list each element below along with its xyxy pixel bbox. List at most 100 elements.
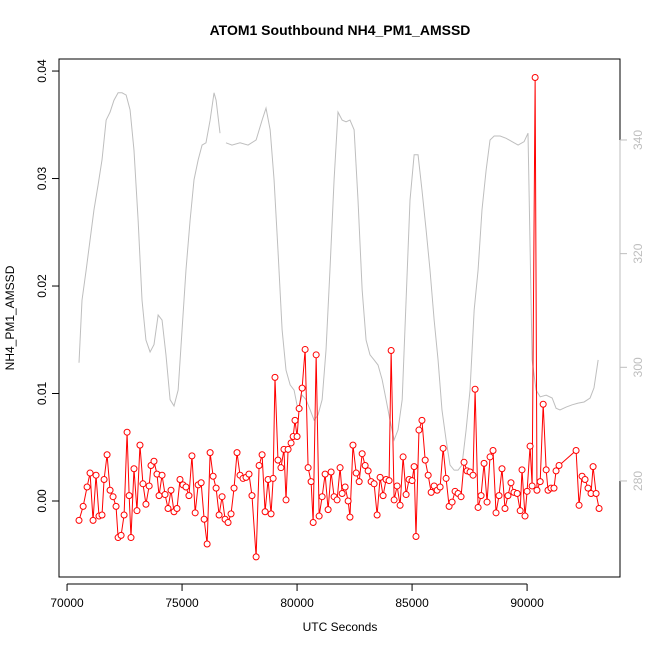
data-point xyxy=(542,466,550,474)
y2-tick-label: 340 xyxy=(631,130,645,150)
data-point xyxy=(536,478,544,486)
data-point xyxy=(385,477,393,485)
data-point xyxy=(341,483,349,491)
data-point xyxy=(448,498,456,506)
x-tick-label: 75000 xyxy=(165,596,199,610)
data-point xyxy=(284,445,292,453)
data-point xyxy=(427,488,435,496)
y-tick-label: 0.03 xyxy=(35,167,49,191)
data-point xyxy=(575,501,583,509)
data-point xyxy=(477,492,485,500)
data-point xyxy=(203,540,211,548)
data-point xyxy=(399,453,407,461)
data-point xyxy=(191,509,199,517)
data-point xyxy=(269,474,277,482)
data-point xyxy=(513,489,521,497)
data-point xyxy=(145,482,153,490)
data-point xyxy=(486,453,494,461)
data-point xyxy=(100,476,108,484)
x-tick-label: 80000 xyxy=(280,596,314,610)
data-point xyxy=(321,470,329,478)
data-point xyxy=(408,477,416,485)
chart-title: ATOM1 Southbound NH4_PM1_AMSSD xyxy=(210,22,471,38)
data-point xyxy=(424,471,432,479)
x-tick-label: 70000 xyxy=(50,596,84,610)
y-tick-label: 0.01 xyxy=(35,382,49,406)
x-tick-label: 85000 xyxy=(395,596,429,610)
data-point xyxy=(442,474,450,482)
data-point xyxy=(139,480,147,488)
data-point xyxy=(370,480,378,488)
data-point xyxy=(309,519,317,527)
data-point xyxy=(469,471,477,479)
data-point xyxy=(387,347,395,355)
x-axis-label: UTC Seconds xyxy=(303,620,378,634)
data-point xyxy=(155,492,163,500)
data-point xyxy=(390,496,398,504)
data-point xyxy=(501,505,509,513)
data-point xyxy=(552,467,560,475)
data-point xyxy=(86,469,94,477)
data-point xyxy=(185,492,193,500)
data-point xyxy=(533,486,541,494)
data-point xyxy=(79,502,87,510)
y2-tick-label: 320 xyxy=(631,243,645,263)
data-point xyxy=(336,464,344,472)
data-point xyxy=(526,442,534,450)
data-point xyxy=(109,493,117,501)
data-point xyxy=(361,462,369,470)
data-point xyxy=(182,483,190,491)
data-point xyxy=(364,467,372,475)
data-point xyxy=(333,496,341,504)
data-point xyxy=(528,482,536,490)
data-point xyxy=(412,532,420,540)
data-point xyxy=(379,492,387,500)
data-point xyxy=(539,400,547,408)
data-point xyxy=(173,505,181,513)
data-point xyxy=(518,466,526,474)
data-point xyxy=(504,492,512,500)
data-point xyxy=(92,471,100,479)
data-point xyxy=(396,501,404,509)
data-point xyxy=(218,493,226,501)
data-point xyxy=(358,450,366,458)
data-point xyxy=(376,473,384,481)
data-point xyxy=(274,456,282,464)
data-point xyxy=(415,426,423,434)
data-point xyxy=(471,385,479,393)
data-point xyxy=(212,484,220,492)
series-line xyxy=(78,77,600,557)
data-point xyxy=(255,462,263,470)
data-point xyxy=(344,497,352,505)
data-point xyxy=(117,531,125,539)
data-point xyxy=(89,516,97,524)
y2-tick-label: 300 xyxy=(631,357,645,377)
data-point xyxy=(318,493,326,501)
data-point xyxy=(393,482,401,490)
data-point xyxy=(498,465,506,473)
data-point xyxy=(127,534,135,542)
data-point xyxy=(307,478,315,486)
data-point xyxy=(120,511,128,519)
data-point xyxy=(495,492,503,500)
data-point xyxy=(489,446,497,454)
data-point xyxy=(83,483,91,491)
data-point xyxy=(261,508,269,516)
data-point xyxy=(550,484,558,492)
data-point xyxy=(142,500,150,508)
x-tick-label: 90000 xyxy=(510,596,544,610)
y-tick-label: 0.04 xyxy=(35,59,49,83)
data-point xyxy=(402,491,410,499)
data-point xyxy=(592,489,600,497)
data-point xyxy=(516,507,524,515)
data-point xyxy=(75,516,83,524)
data-point xyxy=(492,509,500,517)
data-point xyxy=(373,511,381,519)
data-point xyxy=(555,462,563,470)
data-point xyxy=(327,468,335,476)
data-point xyxy=(125,492,133,500)
data-point xyxy=(304,464,312,472)
y2-tick-label: 280 xyxy=(631,471,645,491)
data-point xyxy=(287,439,295,447)
